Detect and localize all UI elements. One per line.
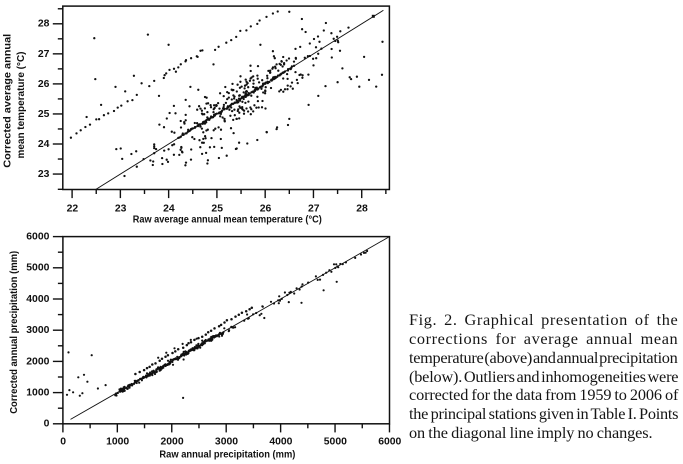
svg-text:28: 28 (38, 19, 50, 30)
svg-text:5000: 5000 (26, 263, 49, 274)
svg-text:3000: 3000 (26, 325, 49, 336)
svg-text:27: 27 (308, 204, 320, 215)
svg-text:0: 0 (60, 436, 66, 447)
svg-text:26: 26 (38, 79, 50, 90)
svg-text:1000: 1000 (26, 388, 49, 399)
svg-text:2000: 2000 (160, 436, 183, 447)
svg-text:24: 24 (38, 139, 50, 150)
svg-text:4000: 4000 (26, 294, 49, 305)
svg-text:22: 22 (67, 204, 79, 215)
svg-text:23: 23 (115, 204, 127, 215)
svg-text:25: 25 (211, 204, 223, 215)
svg-text:23: 23 (38, 169, 50, 180)
svg-text:25: 25 (38, 109, 50, 120)
svg-text:5000: 5000 (324, 436, 347, 447)
svg-text:Corrected annual precipitation: Corrected annual precipitation (mm) (9, 251, 20, 414)
svg-text:4000: 4000 (269, 436, 292, 447)
svg-text:mean temperature (°C): mean temperature (°C) (16, 51, 27, 158)
svg-text:26: 26 (260, 204, 272, 215)
svg-text:2000: 2000 (26, 356, 49, 367)
svg-text:3000: 3000 (215, 436, 238, 447)
svg-text:Raw average annual mean temper: Raw average annual mean temperature (°C) (133, 215, 322, 226)
svg-text:6000: 6000 (378, 436, 401, 447)
svg-text:Corrected average annual: Corrected average annual (3, 34, 14, 168)
svg-text:28: 28 (356, 204, 368, 215)
svg-text:27: 27 (38, 49, 50, 60)
svg-text:24: 24 (163, 204, 175, 215)
svg-text:1000: 1000 (106, 436, 129, 447)
svg-text:6000: 6000 (26, 232, 49, 243)
svg-text:Raw annual precipitation (mm): Raw annual precipitation (mm) (159, 450, 295, 461)
svg-text:0: 0 (44, 419, 50, 430)
